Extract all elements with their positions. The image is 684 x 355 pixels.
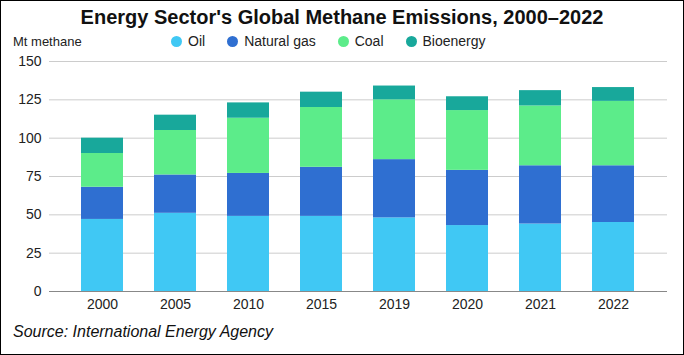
svg-text:0: 0 xyxy=(34,283,42,299)
svg-text:75: 75 xyxy=(26,168,42,184)
svg-text:150: 150 xyxy=(18,53,42,69)
svg-text:25: 25 xyxy=(26,245,42,261)
svg-text:2010: 2010 xyxy=(233,296,264,312)
svg-text:2005: 2005 xyxy=(160,296,191,312)
html-text:Mt methane: Mt methane xyxy=(13,34,82,49)
svg-text:2020: 2020 xyxy=(452,296,483,312)
html-text:Oil: Oil xyxy=(188,33,206,49)
html-text:Coal: Coal xyxy=(354,33,384,49)
svg-text:100: 100 xyxy=(18,130,42,146)
svg-text:2015: 2015 xyxy=(306,296,337,312)
html-text:Bioenergy: Bioenergy xyxy=(422,33,486,49)
html-text:Energy Sector's Global Methane: Energy Sector's Global Methane Emissions… xyxy=(80,6,604,28)
svg-text:2000: 2000 xyxy=(87,296,118,312)
svg-text:2019: 2019 xyxy=(379,296,410,312)
svg-text:125: 125 xyxy=(18,91,42,107)
svg-text:2021: 2021 xyxy=(525,296,556,312)
svg-text:50: 50 xyxy=(26,206,42,222)
svg-text:2022: 2022 xyxy=(598,296,629,312)
html-text:Natural gas: Natural gas xyxy=(244,33,316,49)
html-text:Source: International Energy A: Source: International Energy Agency xyxy=(13,323,273,340)
